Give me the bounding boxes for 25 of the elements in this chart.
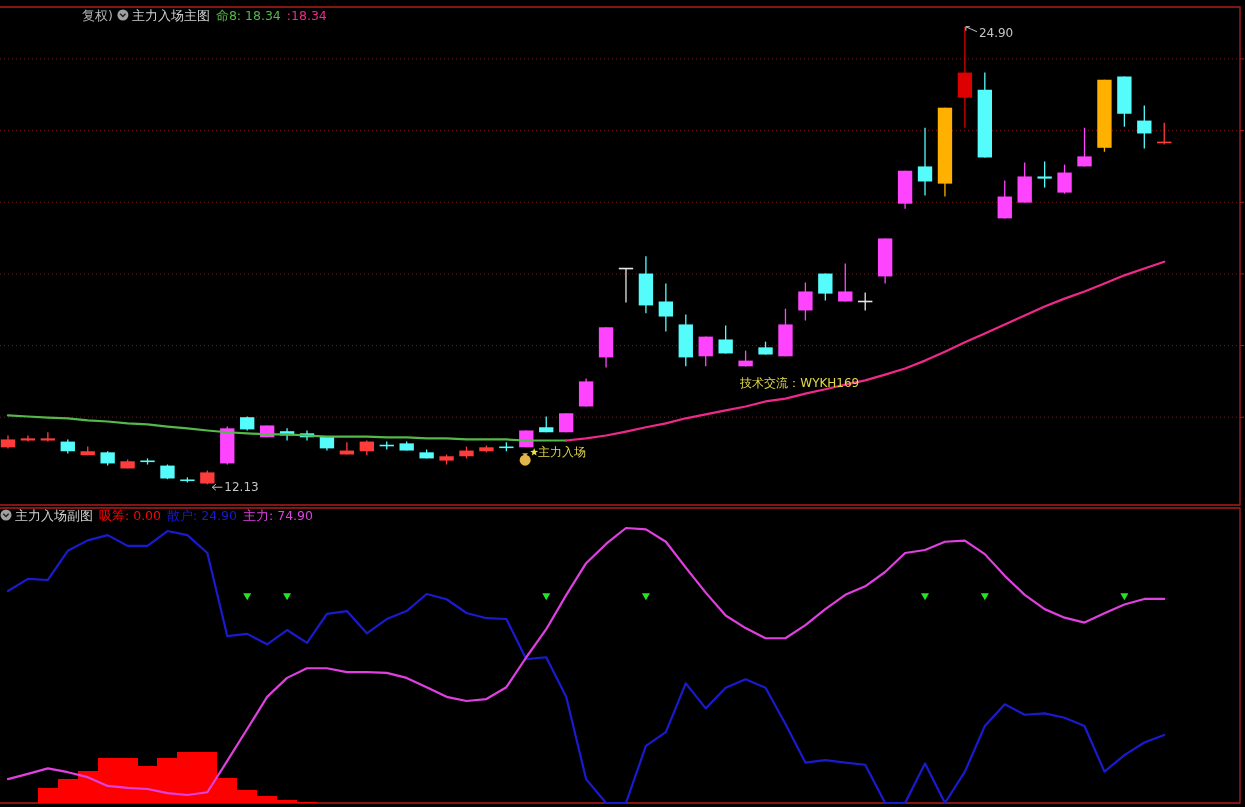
candlestick xyxy=(997,179,1012,220)
text: 吸筹: 0.00 xyxy=(99,507,162,523)
candlestick xyxy=(698,335,713,367)
annotation: 24.90 xyxy=(978,25,1014,40)
series-label: 散户: 24.90 xyxy=(167,507,238,523)
chart-subtitle: 复权) xyxy=(82,7,113,23)
candlestick xyxy=(818,272,833,302)
candlestick xyxy=(1057,163,1072,195)
annotation: 主力入场 xyxy=(538,445,587,460)
candlestick xyxy=(1037,160,1052,189)
text: 命8: 18.34 xyxy=(215,7,281,23)
candlestick xyxy=(917,127,933,197)
annotation: 技术交流：WYKH169 xyxy=(739,375,860,390)
candlestick xyxy=(1137,104,1152,150)
chart-title: 主力入场副图 xyxy=(15,507,93,523)
text: 主力: 74.90 xyxy=(243,507,314,523)
candlestick xyxy=(718,324,733,355)
candlestick xyxy=(798,281,813,322)
annotation: 12.13 xyxy=(224,480,259,495)
candlestick xyxy=(20,434,36,443)
candlestick xyxy=(1077,127,1092,168)
chart-title: 主力入场主图 xyxy=(131,7,210,23)
candlestick xyxy=(838,262,853,303)
text: :18.34 xyxy=(286,7,327,23)
candlestick xyxy=(658,282,674,333)
